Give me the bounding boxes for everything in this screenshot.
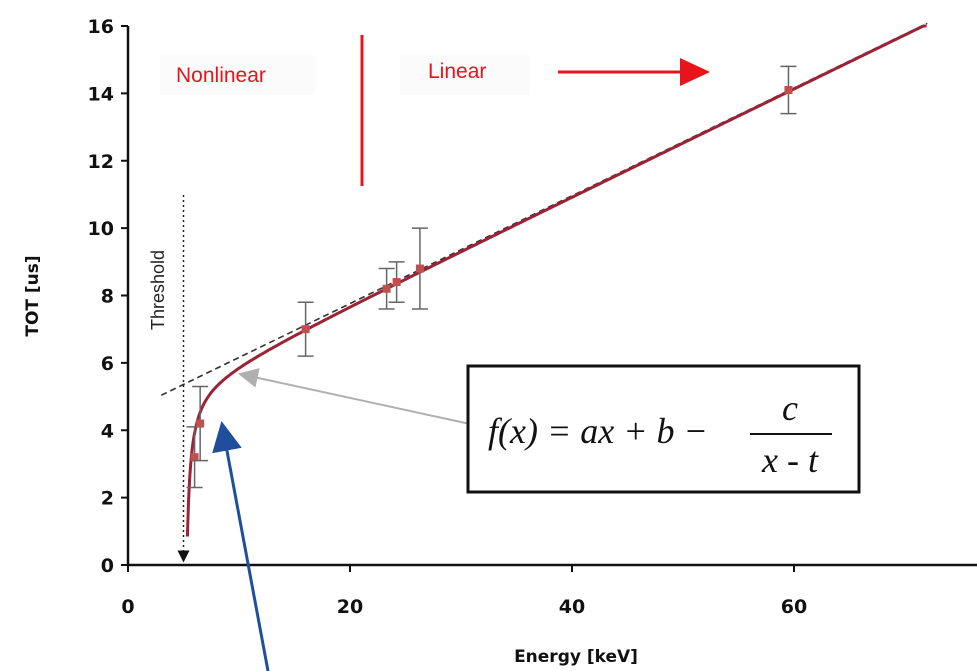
x-tick-label: 40 xyxy=(559,596,585,618)
blue-pointer-arrow xyxy=(212,421,270,671)
data-point xyxy=(415,264,424,273)
data-points xyxy=(186,65,797,489)
y-tick-label: 8 xyxy=(101,286,114,308)
nonlinear-region-bg xyxy=(160,55,315,95)
y-tick-label: 6 xyxy=(101,353,114,375)
linear-label: Linear xyxy=(428,60,486,83)
formula-denominator: x - t xyxy=(761,440,819,480)
y-axis-title: TOT [us] xyxy=(23,255,43,336)
formula-pointer-arrow xyxy=(238,368,471,425)
y-tick-label: 12 xyxy=(88,151,114,173)
threshold-label: Threshold xyxy=(148,250,168,330)
y-tick-label: 4 xyxy=(101,420,114,442)
x-ticks: 0 20 40 60 xyxy=(121,565,807,618)
formula-numerator: c xyxy=(782,388,798,428)
nonlinear-label: Nonlinear xyxy=(176,64,266,87)
y-ticks: 0 2 4 6 8 10 12 14 16 xyxy=(88,16,128,577)
x-axis-title: Energy [keV] xyxy=(514,647,638,667)
linear-arrow-head xyxy=(680,58,710,86)
data-point xyxy=(301,325,310,334)
y-tick-label: 0 xyxy=(101,555,114,577)
formula-lhs: f(x) = ax + b − xyxy=(488,411,708,451)
linear-region-bg xyxy=(400,55,530,95)
data-point xyxy=(382,284,391,293)
data-point xyxy=(196,419,205,428)
data-point xyxy=(784,86,793,95)
fit-curve xyxy=(185,24,927,537)
y-tick-label: 10 xyxy=(88,218,114,240)
y-tick-label: 2 xyxy=(101,488,114,510)
y-tick-label: 16 xyxy=(88,16,114,38)
data-point xyxy=(190,453,199,462)
formula-box xyxy=(466,364,861,494)
y-tick-label: 14 xyxy=(88,83,114,105)
data-point xyxy=(392,278,401,287)
x-tick-label: 0 xyxy=(121,596,134,618)
x-tick-label: 20 xyxy=(337,596,363,618)
x-tick-label: 60 xyxy=(781,596,807,618)
